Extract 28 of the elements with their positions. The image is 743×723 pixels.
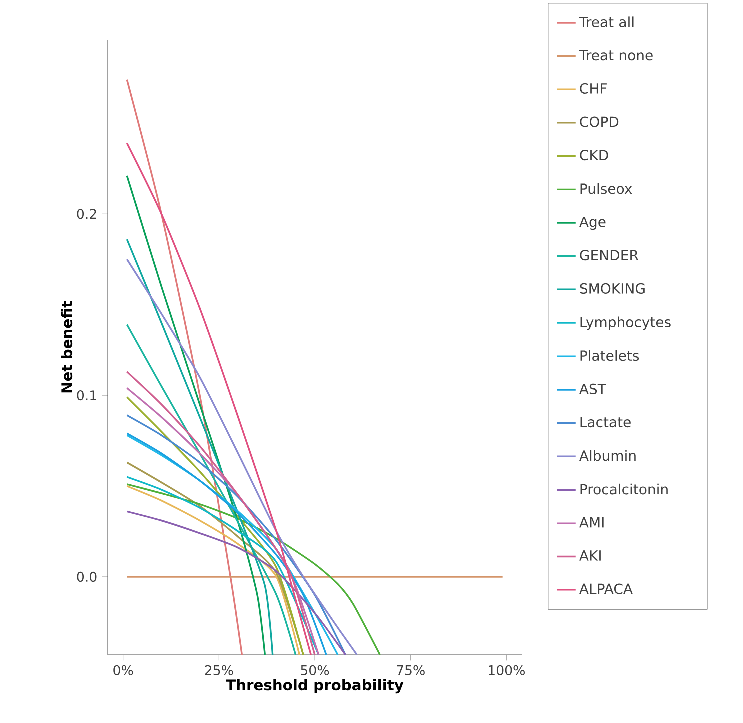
legend-label: Albumin xyxy=(580,450,636,462)
x-tick-label: 0% xyxy=(114,665,134,676)
legend-label: ALPACA xyxy=(580,584,633,594)
legend-label: Lymphocytes xyxy=(580,316,671,330)
legend-label: CHF xyxy=(580,83,607,94)
legend-label: Platelets xyxy=(580,350,640,362)
x-axis-title: Threshold probability xyxy=(226,679,404,694)
legend-label: Treat all xyxy=(579,16,634,28)
x-tick-label: 25% xyxy=(205,665,234,676)
legend-label: GENDER xyxy=(580,250,639,261)
y-axis-title: Net benefit xyxy=(61,301,73,393)
y-tick-label: 0.0 xyxy=(77,572,97,582)
legend-label: CKD xyxy=(580,150,608,161)
legend-label: Pulseox xyxy=(580,183,632,194)
legend-label: Treat none xyxy=(579,50,653,61)
legend-label: AST xyxy=(580,384,606,394)
x-tick-label: 100% xyxy=(489,665,525,676)
legend-label: AMI xyxy=(580,517,604,528)
legend-label: AKI xyxy=(580,550,601,561)
y-tick-label: 0.2 xyxy=(77,209,96,220)
legend-label: Procalcitonin xyxy=(580,484,668,495)
x-tick-label: 75% xyxy=(397,665,425,676)
y-tick-label: 0.1 xyxy=(77,390,96,401)
legend-label: SMOKING xyxy=(580,283,645,294)
legend-label: Lactate xyxy=(580,417,631,428)
legend-label: COPD xyxy=(580,116,619,128)
x-tick-label: 50% xyxy=(301,665,330,676)
legend-label: Age xyxy=(580,216,606,230)
